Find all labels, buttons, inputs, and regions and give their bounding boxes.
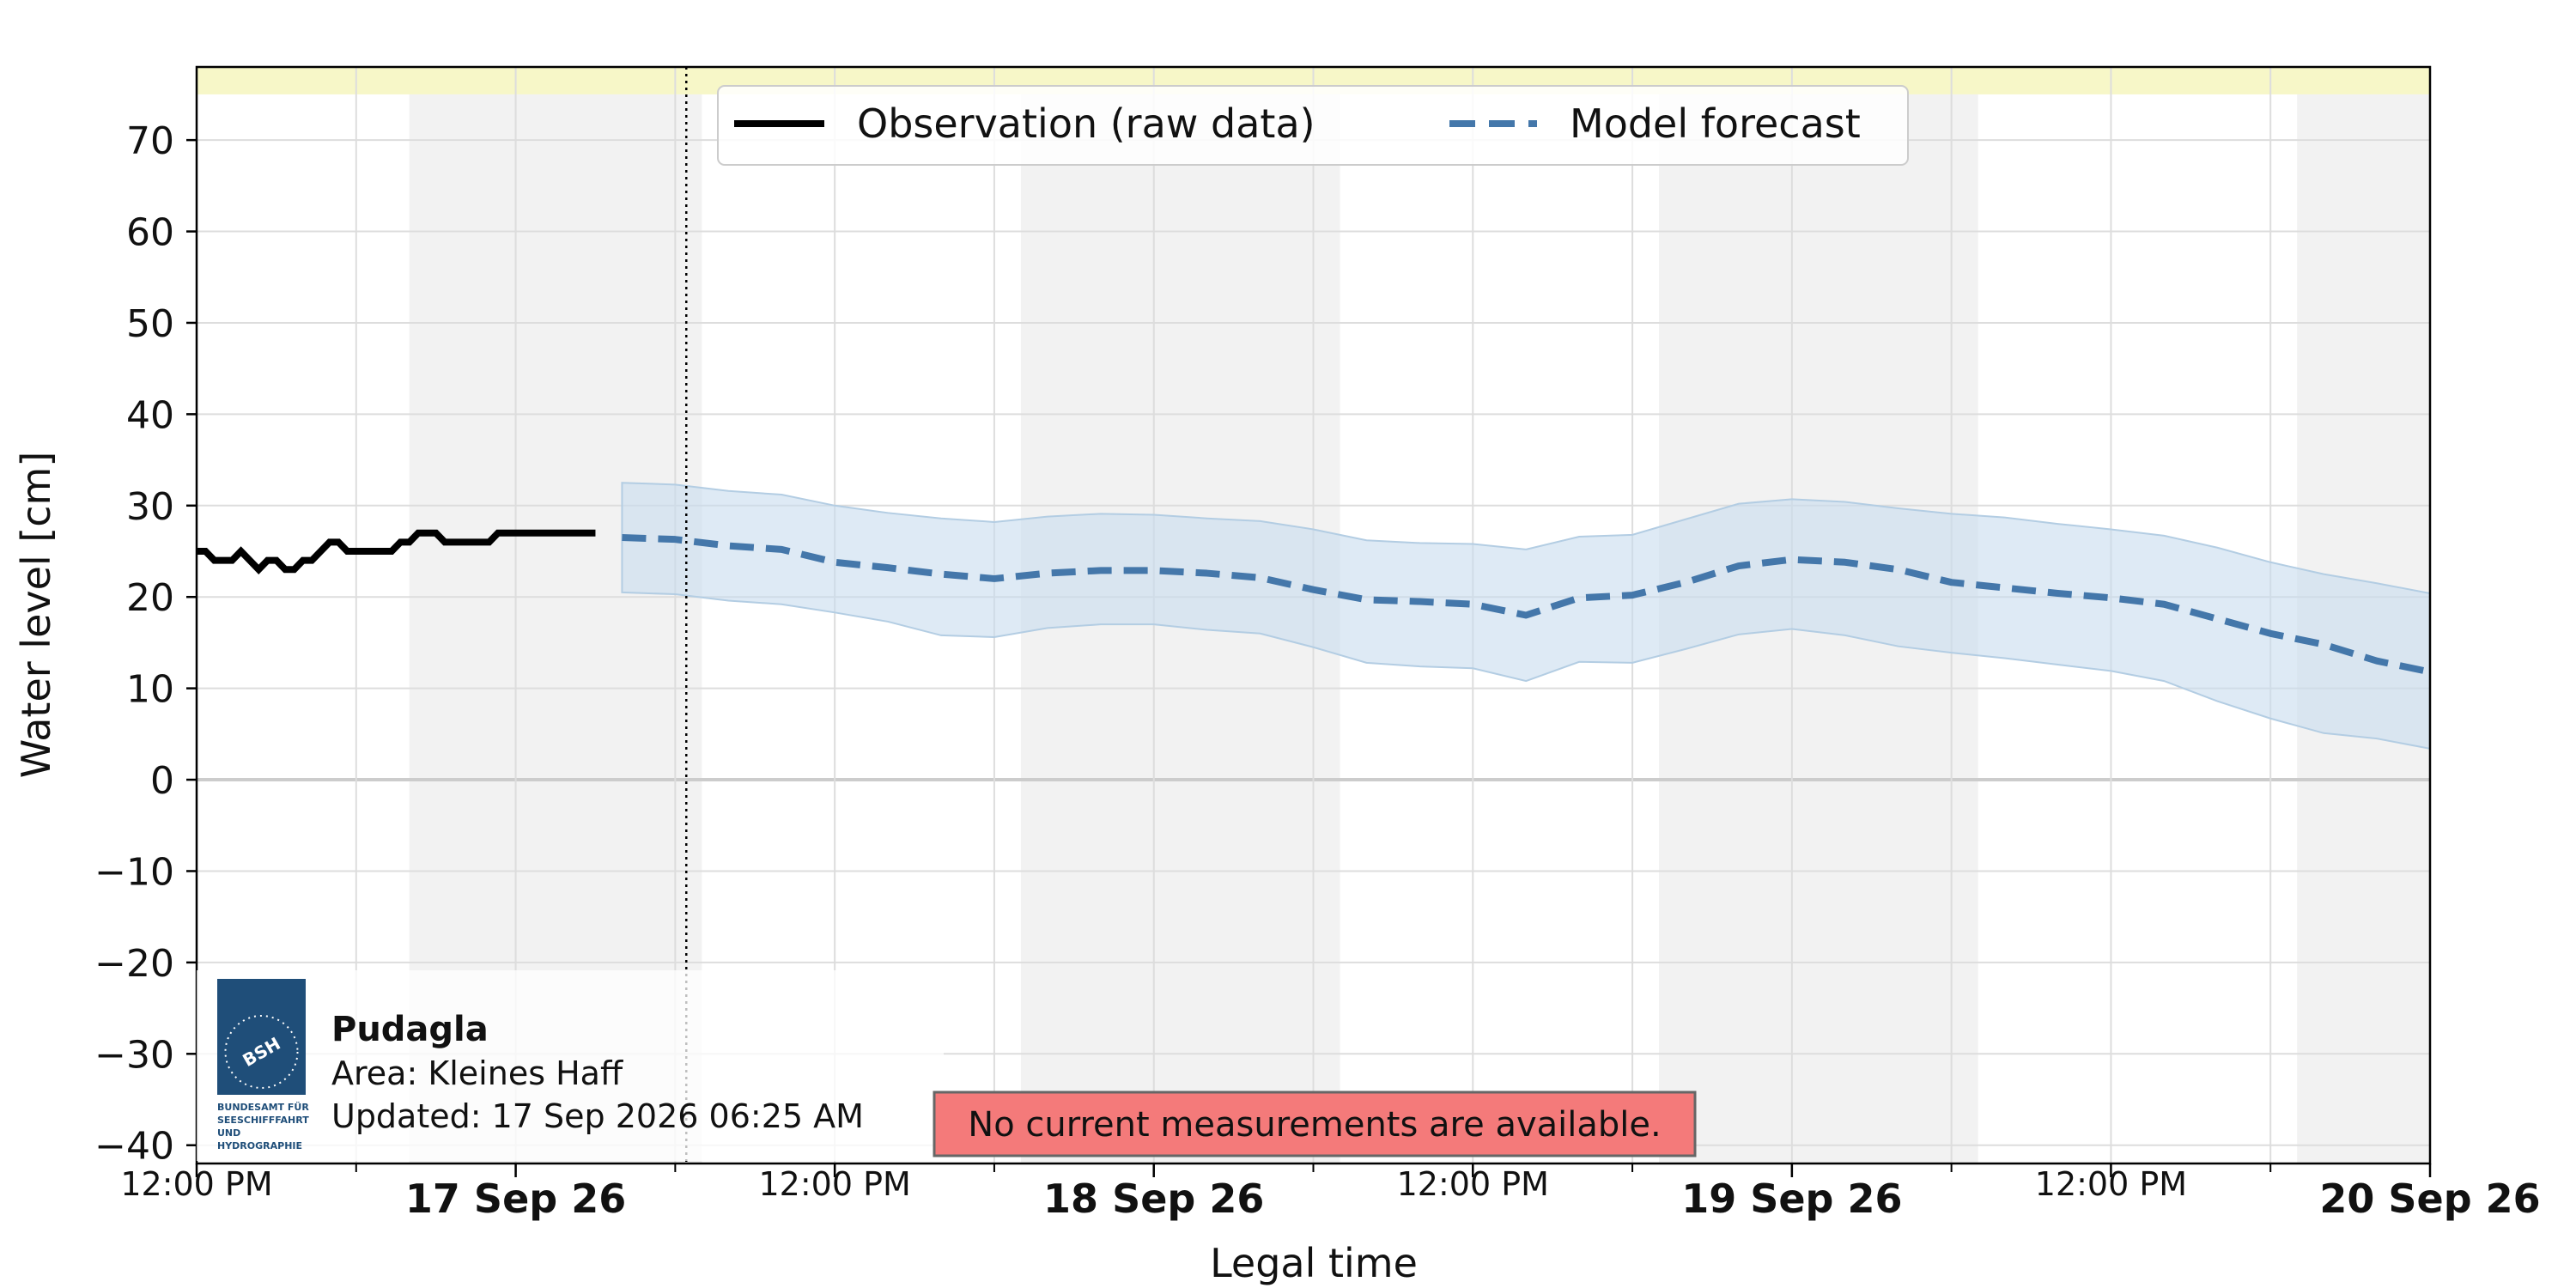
- y-tick-label: 70: [126, 119, 174, 163]
- forecast-line: [622, 534, 2430, 676]
- y-tick-label: 30: [126, 485, 174, 529]
- x-date-label: 19 Sep 26: [1681, 1176, 1902, 1222]
- warning-text: No current measurements are available.: [968, 1105, 1661, 1145]
- y-tick-label: 40: [126, 393, 174, 437]
- bsh-logo-line-4: HYDROGRAPHIE: [217, 1140, 302, 1151]
- bsh-logo: BSH BUNDESAMT FÜR SEESCHIFFFAHRT UND HYD…: [217, 979, 309, 1151]
- y-tick-label: −40: [94, 1125, 174, 1169]
- x-time-label: 12:00 PM: [120, 1165, 272, 1203]
- bsh-logo-mark: [217, 979, 306, 1095]
- legend-box: [717, 85, 1909, 166]
- legend-forecast-label: Model forecast: [1570, 100, 1861, 147]
- x-date-label: 17 Sep 26: [405, 1176, 626, 1222]
- x-time-label: 12:00 PM: [1397, 1165, 1549, 1203]
- y-tick-label: 60: [126, 211, 174, 255]
- y-tick-label: −10: [94, 850, 174, 894]
- y-tick-label: −20: [94, 942, 174, 986]
- x-time-label: 12:00 PM: [758, 1165, 910, 1203]
- station-info-backdrop: [197, 970, 944, 1161]
- legend: Observation (raw data) Model forecast: [717, 85, 1909, 166]
- observation-line: [197, 529, 596, 575]
- y-tick-label: 10: [126, 668, 174, 712]
- x-date-label: 18 Sep 26: [1043, 1176, 1264, 1222]
- station-name: Pudagla: [331, 1010, 489, 1049]
- bsh-logo-line-2: SEESCHIFFFAHRT: [217, 1115, 309, 1126]
- station-updated: Updated: 17 Sep 2026 06:25 AM: [331, 1097, 864, 1135]
- y-axis-label: Water level [cm]: [13, 452, 59, 779]
- station-area: Area: Kleines Haff: [331, 1054, 623, 1092]
- legend-observation-label: Observation (raw data): [857, 100, 1315, 147]
- x-date-label: 20 Sep 26: [2319, 1176, 2540, 1222]
- station-info-panel: BSH BUNDESAMT FÜR SEESCHIFFFAHRT UND HYD…: [197, 970, 944, 1161]
- y-tick-label: −30: [94, 1033, 174, 1077]
- x-time-label: 12:00 PM: [2035, 1165, 2187, 1203]
- bsh-logo-ring: [224, 1015, 299, 1089]
- no-measurements-warning: No current measurements are available.: [933, 1091, 1697, 1157]
- warning-box: [933, 1091, 1697, 1157]
- bsh-logo-line-1: BUNDESAMT FÜR: [217, 1101, 309, 1113]
- y-tick-label: 0: [150, 759, 174, 803]
- x-axis-label: Legal time: [1210, 1240, 1418, 1286]
- bsh-logo-line-3: UND: [217, 1127, 240, 1139]
- y-tick-label: 20: [126, 576, 174, 620]
- y-tick-label: 50: [126, 302, 174, 346]
